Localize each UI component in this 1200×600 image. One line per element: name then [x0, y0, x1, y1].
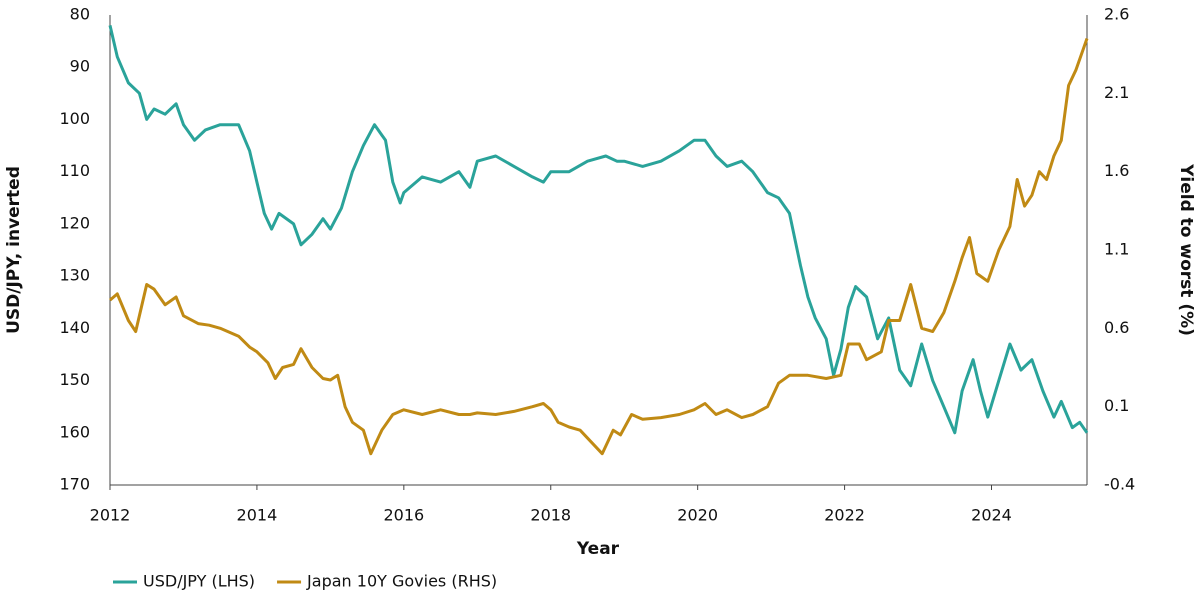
y2-tick-label: 0.1	[1104, 396, 1129, 415]
legend-label: USD/JPY (LHS)	[143, 572, 255, 591]
x-tick-label: 2018	[530, 506, 571, 525]
series-line	[108, 25, 1089, 435]
legend-label: Japan 10Y Govies (RHS)	[306, 572, 497, 591]
y-tick-label: 130	[59, 266, 90, 285]
y2-axis-title: Yield to worst (%)	[1176, 163, 1196, 336]
y-tick-label: 80	[70, 5, 90, 24]
y-tick-label: 170	[59, 475, 90, 494]
y2-tick-label: 1.6	[1104, 161, 1129, 180]
y-tick-label: 150	[59, 370, 90, 389]
x-tick-label: 2012	[90, 506, 131, 525]
series-line	[109, 38, 1089, 456]
y-axis-title: USD/JPY, inverted	[4, 166, 24, 334]
y2-tick-label: -0.4	[1104, 475, 1135, 494]
y2-tick-label: 0.6	[1104, 318, 1129, 337]
x-tick-label: 2020	[677, 506, 718, 525]
x-tick-label: 2024	[971, 506, 1012, 525]
y-tick-label: 90	[70, 57, 90, 76]
x-tick-label: 2014	[237, 506, 278, 525]
y2-tick-label: 1.1	[1104, 240, 1129, 259]
y2-tick-label: 2.6	[1104, 5, 1129, 24]
y-tick-label: 160	[59, 422, 90, 441]
x-axis-title: Year	[576, 539, 620, 559]
y-tick-label: 100	[59, 109, 90, 128]
x-tick-label: 2022	[824, 506, 865, 525]
y2-tick-label: 2.1	[1104, 83, 1129, 102]
y-tick-label: 120	[59, 213, 90, 232]
y-tick-label: 110	[59, 161, 90, 180]
x-tick-label: 2016	[383, 506, 424, 525]
y-tick-label: 140	[59, 318, 90, 337]
